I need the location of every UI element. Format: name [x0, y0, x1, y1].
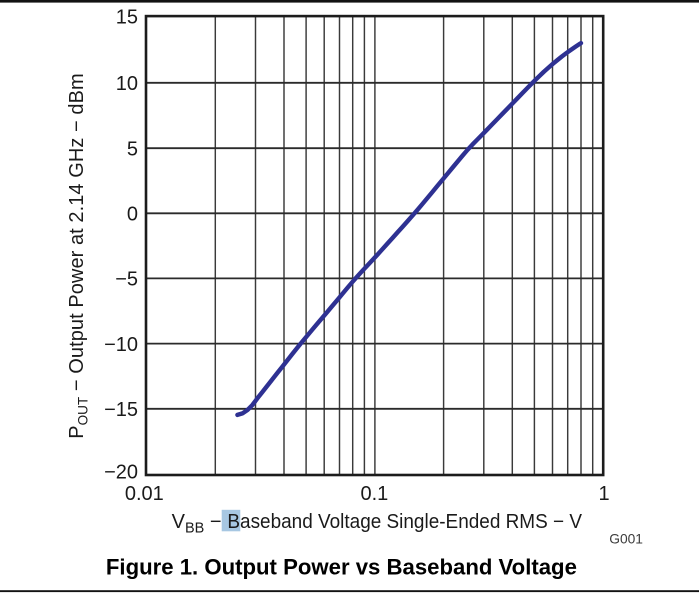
svg-text:G001: G001	[609, 532, 643, 547]
svg-text:15: 15	[116, 7, 138, 29]
svg-text:5: 5	[127, 139, 138, 161]
svg-text:−10: −10	[104, 334, 138, 356]
svg-text:Baseband Voltage Single-Ended: Baseband Voltage Single-Ended RMS − V	[227, 511, 582, 533]
svg-text:10: 10	[116, 73, 138, 95]
svg-text:Figure 1. Output Power vs Base: Figure 1. Output Power vs Baseband Volta…	[106, 554, 577, 579]
svg-text:0: 0	[127, 204, 138, 226]
svg-text:0.01: 0.01	[125, 483, 164, 505]
svg-text:−5: −5	[115, 269, 138, 291]
svg-text:−20: −20	[104, 462, 138, 484]
svg-text:POUT − Output Power at 2.14 GH: POUT − Output Power at 2.14 GHz − dBm	[66, 73, 91, 439]
svg-text:1: 1	[598, 483, 609, 505]
svg-text:−15: −15	[104, 399, 138, 421]
svg-text:0.1: 0.1	[360, 483, 388, 505]
